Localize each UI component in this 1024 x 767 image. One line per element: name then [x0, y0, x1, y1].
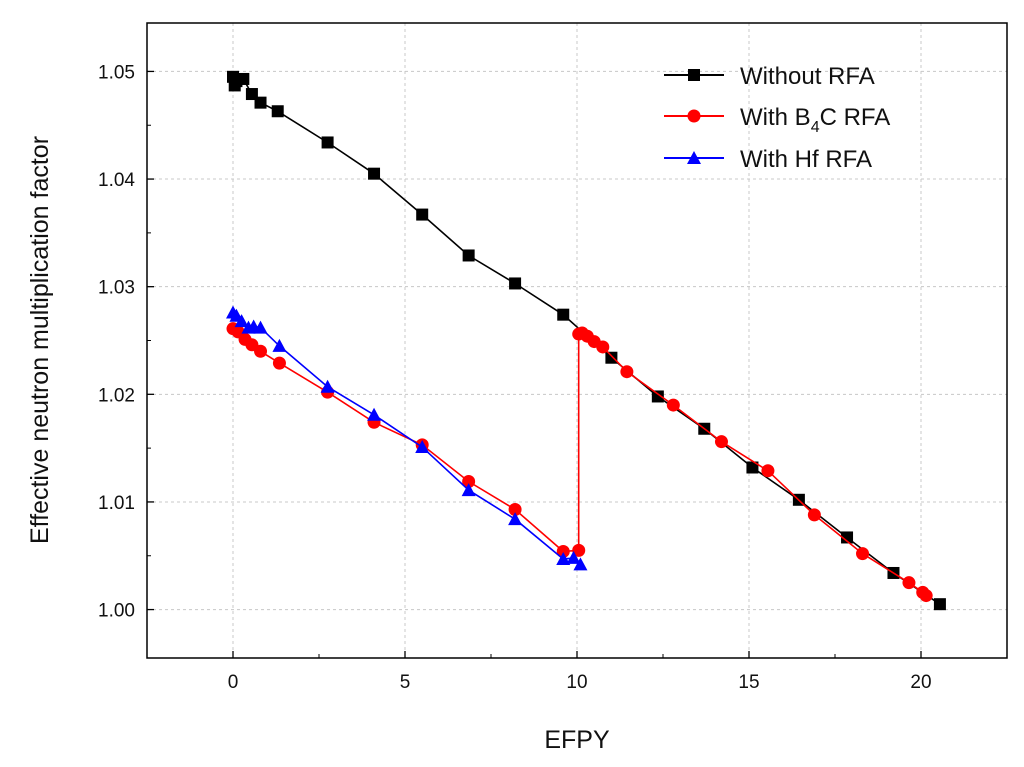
data-point-circle	[902, 576, 916, 590]
legend-label-without-rfa: Without RFA	[740, 63, 875, 90]
x-tick-label: 10	[566, 672, 587, 693]
y-tick-label: 1.03	[98, 278, 135, 299]
data-point-square	[321, 136, 334, 149]
data-point-circle	[856, 547, 870, 561]
data-point-circle	[254, 344, 268, 358]
data-point-triangle	[566, 550, 581, 564]
legend-item-with-b4c-rfa: With B4C RFA	[664, 104, 890, 136]
data-point-circle	[761, 464, 775, 478]
data-point-triangle	[234, 314, 249, 328]
y-tick-label: 1.00	[98, 601, 135, 622]
y-tick-label: 1.02	[98, 385, 135, 406]
data-point-triangle	[556, 551, 571, 565]
data-point-circle	[272, 356, 286, 370]
data-point-circle	[666, 398, 680, 412]
data-point-circle	[508, 502, 522, 516]
series-with-hf-rfa	[226, 305, 588, 571]
data-point-circle	[807, 508, 821, 522]
legend-marker-triangle	[687, 151, 701, 164]
data-point-triangle	[461, 483, 476, 497]
series-group	[226, 70, 946, 611]
legend-label-with-b4c-rfa: With B4C RFA	[740, 104, 890, 136]
data-point-square	[509, 277, 522, 290]
data-point-square	[746, 461, 759, 474]
x-axis-title: EFPY	[544, 726, 610, 754]
legend-label-part-after: C RFA	[820, 104, 891, 131]
legend-item-without-rfa: Without RFA	[664, 63, 875, 90]
legend-marker-square	[688, 69, 700, 81]
data-point-square	[416, 208, 429, 221]
data-point-triangle	[573, 557, 588, 571]
y-tick-label: 1.04	[98, 170, 135, 191]
data-point-square	[841, 531, 854, 544]
y-tick-label: 1.05	[98, 62, 135, 83]
y-tick-label: 1.01	[98, 493, 135, 514]
data-point-triangle	[320, 379, 335, 393]
data-point-circle	[462, 474, 476, 488]
data-point-square	[245, 88, 258, 101]
data-point-triangle	[253, 320, 268, 334]
data-point-square	[462, 249, 475, 262]
data-point-square	[368, 167, 381, 180]
legend-label-subscript: 4	[811, 119, 820, 136]
series-without-rfa	[227, 70, 946, 611]
data-point-circle	[919, 589, 933, 603]
data-point-square	[254, 96, 267, 109]
data-point-triangle	[508, 512, 523, 526]
legend-label-with-hf-rfa: With Hf RFA	[740, 146, 872, 173]
data-point-square	[933, 598, 946, 611]
data-point-circle	[556, 544, 570, 558]
legend-label-part-before: With B	[740, 104, 811, 131]
data-point-circle	[572, 543, 586, 557]
data-point-square	[557, 308, 570, 321]
data-point-square	[271, 105, 284, 118]
data-point-square	[651, 390, 664, 403]
data-point-circle	[620, 365, 634, 379]
data-point-circle	[714, 435, 728, 449]
x-tick-label: 20	[910, 672, 931, 693]
x-tick-label: 5	[400, 672, 411, 693]
legend-marker-circle	[687, 109, 701, 123]
data-point-square	[237, 72, 250, 85]
data-point-triangle	[415, 440, 430, 454]
legend-item-with-hf-rfa: With Hf RFA	[664, 146, 872, 173]
data-point-square	[605, 351, 618, 364]
data-point-triangle	[272, 338, 287, 352]
x-tick-label: 0	[228, 672, 239, 693]
y-axis-title: Effective neutron multiplication factor	[26, 136, 54, 544]
data-point-circle	[596, 340, 610, 354]
x-tick-label: 15	[738, 672, 759, 693]
axis-ticks: 0 5 10 15 20 1.00 1.01 1.02 1.03 1.04 1.05	[98, 62, 1008, 693]
data-point-triangle	[367, 407, 382, 421]
legend: Without RFA With B4C RFA With Hf RFA	[664, 63, 890, 173]
